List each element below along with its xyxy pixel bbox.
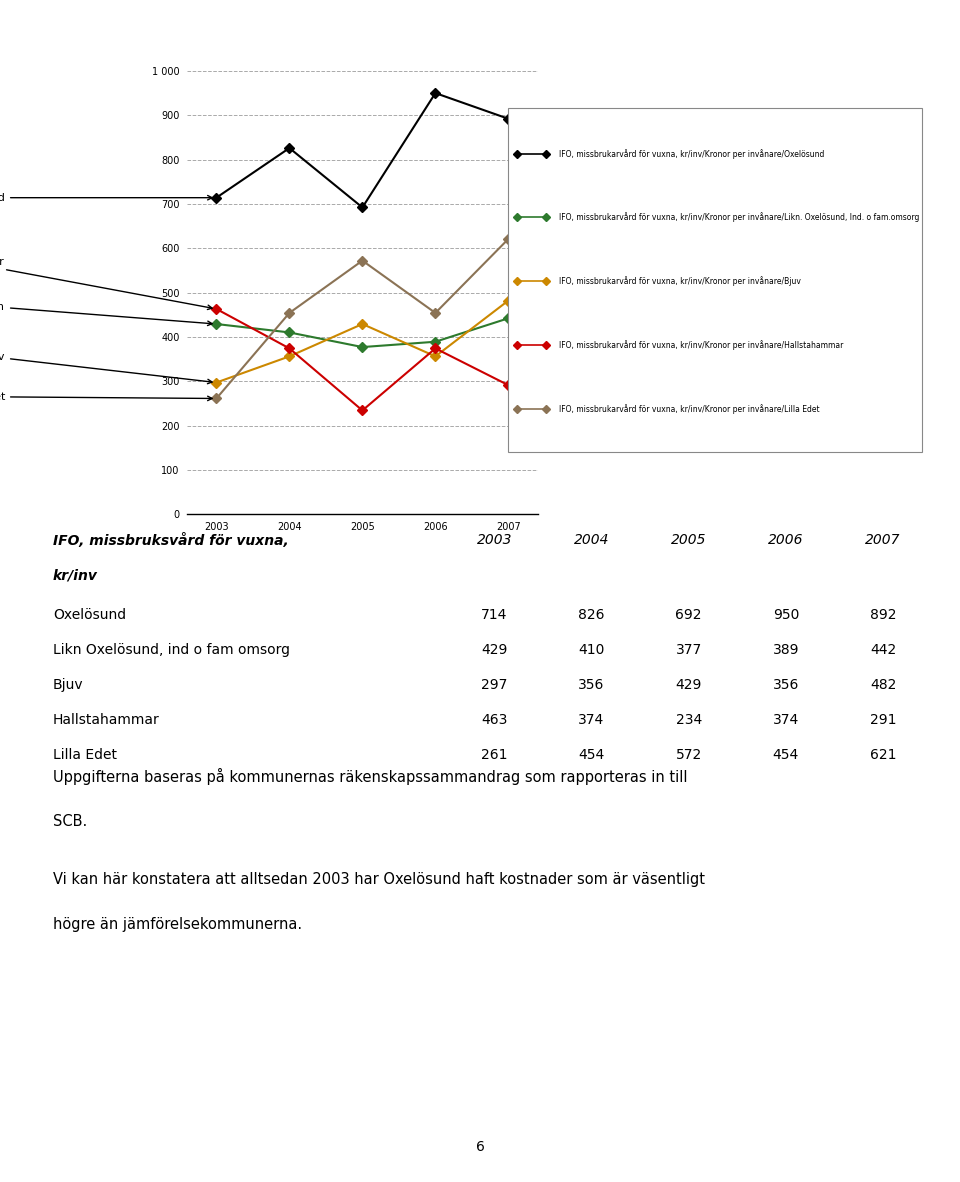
Text: 2003: 2003 [477, 533, 512, 547]
Text: 826: 826 [578, 608, 605, 622]
FancyBboxPatch shape [508, 108, 923, 452]
Text: 442: 442 [870, 643, 896, 657]
Text: Vi kan här konstatera att alltsedan 2003 har Oxelösund haft kostnader som är väs: Vi kan här konstatera att alltsedan 2003… [53, 872, 705, 886]
Text: högre än jämförelsekommunerna.: högre än jämförelsekommunerna. [53, 917, 302, 933]
Text: 892: 892 [870, 608, 897, 622]
Text: 291: 291 [870, 713, 897, 727]
Text: Lilla Edet: Lilla Edet [0, 391, 212, 402]
Text: Hallstahammar: Hallstahammar [53, 713, 159, 727]
Text: 2005: 2005 [671, 533, 707, 547]
Text: Lilla Edet: Lilla Edet [53, 748, 117, 761]
Text: 261: 261 [481, 748, 508, 761]
Text: Oxelösund: Oxelösund [53, 608, 126, 622]
Text: IFO, missbrukarvård för vuxna, kr/inv/Kronor per invånare/Bjuv: IFO, missbrukarvård för vuxna, kr/inv/Kr… [559, 277, 801, 286]
Text: 429: 429 [676, 677, 702, 691]
Text: 297: 297 [481, 677, 508, 691]
Text: Bjuv: Bjuv [0, 352, 212, 384]
Text: 410: 410 [578, 643, 605, 657]
Text: IFO, missbrukarvård för vuxna, kr/inv/Kronor per invånare/Oxelösund: IFO, missbrukarvård för vuxna, kr/inv/Kr… [559, 149, 825, 158]
Text: 572: 572 [676, 748, 702, 761]
Text: 714: 714 [481, 608, 508, 622]
Text: 2004: 2004 [574, 533, 610, 547]
Text: Likn: Likn [0, 301, 212, 325]
Text: 374: 374 [773, 713, 799, 727]
Text: 377: 377 [676, 643, 702, 657]
Text: Bjuv: Bjuv [53, 677, 84, 691]
Text: 2006: 2006 [768, 533, 804, 547]
Text: 950: 950 [773, 608, 799, 622]
Text: Hallstahammar: Hallstahammar [0, 256, 212, 310]
Text: 429: 429 [481, 643, 508, 657]
Text: 2007: 2007 [865, 533, 900, 547]
Text: Likn Oxelösund, ind o fam omsorg: Likn Oxelösund, ind o fam omsorg [53, 643, 290, 657]
Text: SCB.: SCB. [53, 813, 87, 829]
Text: 482: 482 [870, 677, 897, 691]
Text: 454: 454 [773, 748, 799, 761]
Text: 621: 621 [870, 748, 897, 761]
Text: kr/inv: kr/inv [53, 569, 98, 583]
Text: IFO, missbrukarvård för vuxna, kr/inv/Kronor per invånare/Hallstahammar: IFO, missbrukarvård för vuxna, kr/inv/Kr… [559, 340, 843, 350]
Text: 454: 454 [579, 748, 605, 761]
Text: IFO, missbrukarvård för vuxna, kr/inv/Kronor per invånare/Likn. Oxelösund, Ind. : IFO, missbrukarvård för vuxna, kr/inv/Kr… [559, 213, 920, 222]
Text: 6: 6 [475, 1139, 485, 1154]
Text: IFO, missbrukarvård för vuxna, kr/inv/Kronor per invånare/Lilla Edet: IFO, missbrukarvård för vuxna, kr/inv/Kr… [559, 404, 820, 414]
Text: 234: 234 [676, 713, 702, 727]
Text: 463: 463 [481, 713, 508, 727]
Text: Uppgifterna baseras på kommunernas räkenskapssammandrag som rapporteras in till: Uppgifterna baseras på kommunernas räken… [53, 768, 687, 785]
Text: Oxelösund: Oxelösund [0, 193, 212, 202]
Text: 356: 356 [773, 677, 799, 691]
Text: 374: 374 [579, 713, 605, 727]
Text: 356: 356 [578, 677, 605, 691]
Text: 389: 389 [773, 643, 799, 657]
Text: IFO, missbruksvård för vuxna,: IFO, missbruksvård för vuxna, [53, 533, 289, 548]
Text: 692: 692 [676, 608, 702, 622]
